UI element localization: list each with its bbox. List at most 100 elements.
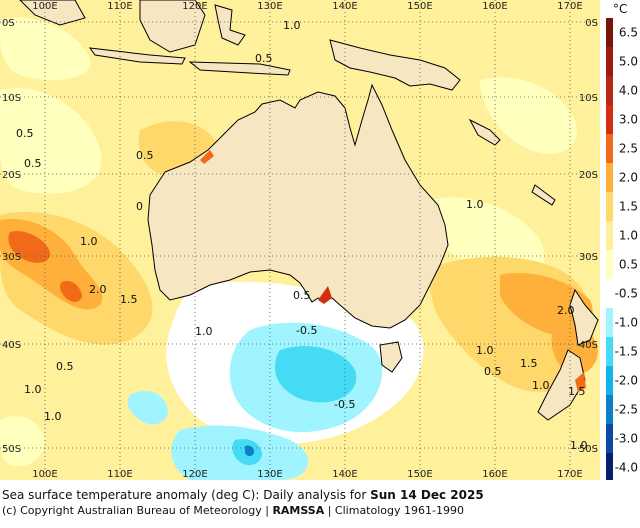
anomaly-patch-southwest-corner-low [0,416,45,467]
caption-title: Sea surface temperature anomaly (deg C):… [2,488,638,503]
sumatra-land [19,0,86,26]
legend-swatch [606,134,613,163]
legend-swatch [606,453,613,482]
legend-swatch [606,366,613,395]
borneo-land [139,0,206,53]
lat-tick-right: 40S [579,340,598,351]
lon-ticks-top: 100E 110E 120E 130E 140E 150E 160E 170E [32,1,582,12]
legend-label: 2.0 [619,171,638,185]
legend-swatch [606,395,613,424]
lon-ticks-bottom: 100E 110E 120E 130E 140E 150E 160E 170E [32,469,582,480]
contour-label: 1.0 [195,325,213,338]
legend-label: -1.0 [615,316,638,330]
lon-tick-bottom: 140E [332,469,357,480]
legend-swatch [606,76,613,105]
new-caledonia-land [531,184,556,206]
legend-label: -2.5 [615,403,638,417]
caption-product: RAMSSA [272,504,325,517]
lat-ticks-left: 0S 10S 20S 30S 40S 50S [2,18,21,455]
lon-tick-top: 160E [482,1,507,12]
anomaly-patch-southwest-neg-1-0 [127,390,168,425]
contour-label: 0.5 [136,149,154,162]
lat-ticks-right: 0S 10S 20S 30S 40S 50S [579,18,598,455]
legend-swatch [606,18,613,47]
legend-label: -4.0 [615,461,638,475]
caption: Sea surface temperature anomaly (deg C):… [2,488,638,518]
anomaly-patch-coral-low [480,77,577,154]
anomaly-patch-south-neg-2-5 [245,445,255,456]
color-legend: °C 6.5 5.0 4.0 3.0 2.5 2.0 1.5 1.0 0.5 -0.5 -1.0 -1… [600,0,640,511]
caption-date: Sun 14 Dec 2025 [370,488,484,502]
contour-label: 2.0 [557,304,575,317]
legend-swatch [606,163,613,192]
legend-label: 5.0 [619,55,638,69]
new-guinea-land [329,39,461,91]
contour-label: 0.5 [56,360,74,373]
java-land [88,47,186,65]
legend-swatch [606,424,613,453]
legend-swatch [606,47,613,76]
contour-label: -0.5 [334,398,355,411]
lat-tick-left: 40S [2,340,21,351]
contour-label: 0.5 [484,365,502,378]
contour-label: 1.0 [44,410,62,423]
lat-tick-right: 30S [579,252,598,263]
legend-label: 3.0 [619,113,638,127]
coastal-anomaly-northwest [200,150,214,164]
lon-tick-top: 100E [32,1,57,12]
contour-label: 1.0 [532,379,550,392]
anomaly-patch-southwest-2-5-b [59,280,82,302]
lon-tick-bottom: 160E [482,469,507,480]
contour-label: 1.0 [570,439,588,452]
contour-label: 1.5 [520,357,538,370]
graticule [0,0,600,480]
tasmania-land [379,341,403,373]
contour-label: 0 [136,200,143,213]
lon-tick-top: 140E [332,1,357,12]
legend-label: 1.0 [619,229,638,243]
anomaly-patch-west-low [0,88,102,194]
contour-label: -0.5 [296,324,317,337]
anomaly-patch-southwest-2-5-a [8,231,51,263]
lon-tick-bottom: 110E [107,469,132,480]
legend-label: -2.0 [615,374,638,388]
lon-tick-top: 130E [257,1,282,12]
contour-label: 1.0 [24,383,42,396]
legend-label: 6.5 [619,26,638,40]
legend-unit: °C [613,2,627,16]
anomaly-patch-southern-neg-1-5 [275,346,357,403]
contour-label: 0.5 [24,157,42,170]
caption-climatology: | Climatology 1961-1990 [324,504,464,517]
landmasses [19,0,599,421]
legend-label: 2.5 [619,142,638,156]
caption-copyright: (c) Copyright Australian Bureau of Meteo… [2,503,638,518]
lon-tick-top: 120E [182,1,207,12]
sst-anomaly-map: 100E 110E 120E 130E 140E 150E 160E 170E … [0,0,600,480]
anomaly-patch-tasman-2-0 [500,272,593,336]
anomaly-patches [0,17,598,480]
lat-tick-left: 0S [2,18,15,29]
legend-label: 4.0 [619,84,638,98]
nz-south-island-land [537,349,586,421]
legend-swatch [606,192,613,221]
lat-tick-right: 10S [579,93,598,104]
legend-swatch [606,221,613,250]
lat-tick-left: 10S [2,93,21,104]
sulawesi-land [214,4,246,46]
legend-label: 0.5 [619,258,638,272]
contour-label: 0.5 [293,289,311,302]
contour-label: 1.5 [568,385,586,398]
contour-label: 1.5 [120,293,138,306]
lesser-sunda-land [188,61,291,76]
lat-tick-left: 30S [2,252,21,263]
coastal-anomaly-gulf [318,286,332,304]
caption-copyright-text: (c) Copyright Australian Bureau of Meteo… [2,504,273,517]
contour-label: 0.5 [16,127,34,140]
lon-tick-top: 150E [407,1,432,12]
lat-tick-right: 50S [579,444,598,455]
legend-swatch [606,308,613,337]
contour-label: 2.0 [89,283,107,296]
lat-tick-left: 50S [2,444,21,455]
contour-label: 1.0 [476,344,494,357]
lat-tick-right: 20S [579,170,598,181]
